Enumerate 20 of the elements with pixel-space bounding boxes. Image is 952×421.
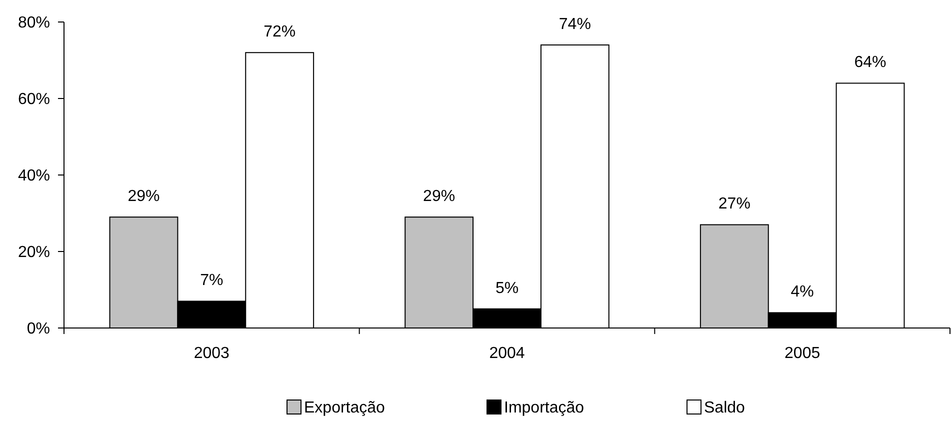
y-tick-label: 80%: [18, 14, 50, 32]
x-tick-label: 2005: [784, 345, 820, 362]
x-tick-label: 2003: [194, 345, 230, 362]
data-label: 5%: [495, 280, 519, 297]
data-label: 4%: [790, 284, 814, 301]
y-tick-label: 0%: [26, 320, 50, 338]
legend-label: Exportação: [304, 400, 386, 417]
data-label: 29%: [423, 188, 456, 206]
data-label: 27%: [718, 196, 750, 213]
data-label: 7%: [200, 272, 224, 290]
legend-label: Saldo: [704, 400, 746, 417]
y-tick-label: 20%: [18, 244, 50, 262]
legend-label: Importação: [504, 400, 584, 417]
x-tick-label: 2004: [489, 345, 525, 362]
data-label: 64%: [854, 54, 886, 72]
data-label: 72%: [264, 24, 296, 41]
y-tick-label: 60%: [18, 91, 50, 108]
data-label: 29%: [128, 188, 160, 206]
data-label: 74%: [558, 16, 591, 33]
y-tick-label: 40%: [18, 168, 50, 185]
